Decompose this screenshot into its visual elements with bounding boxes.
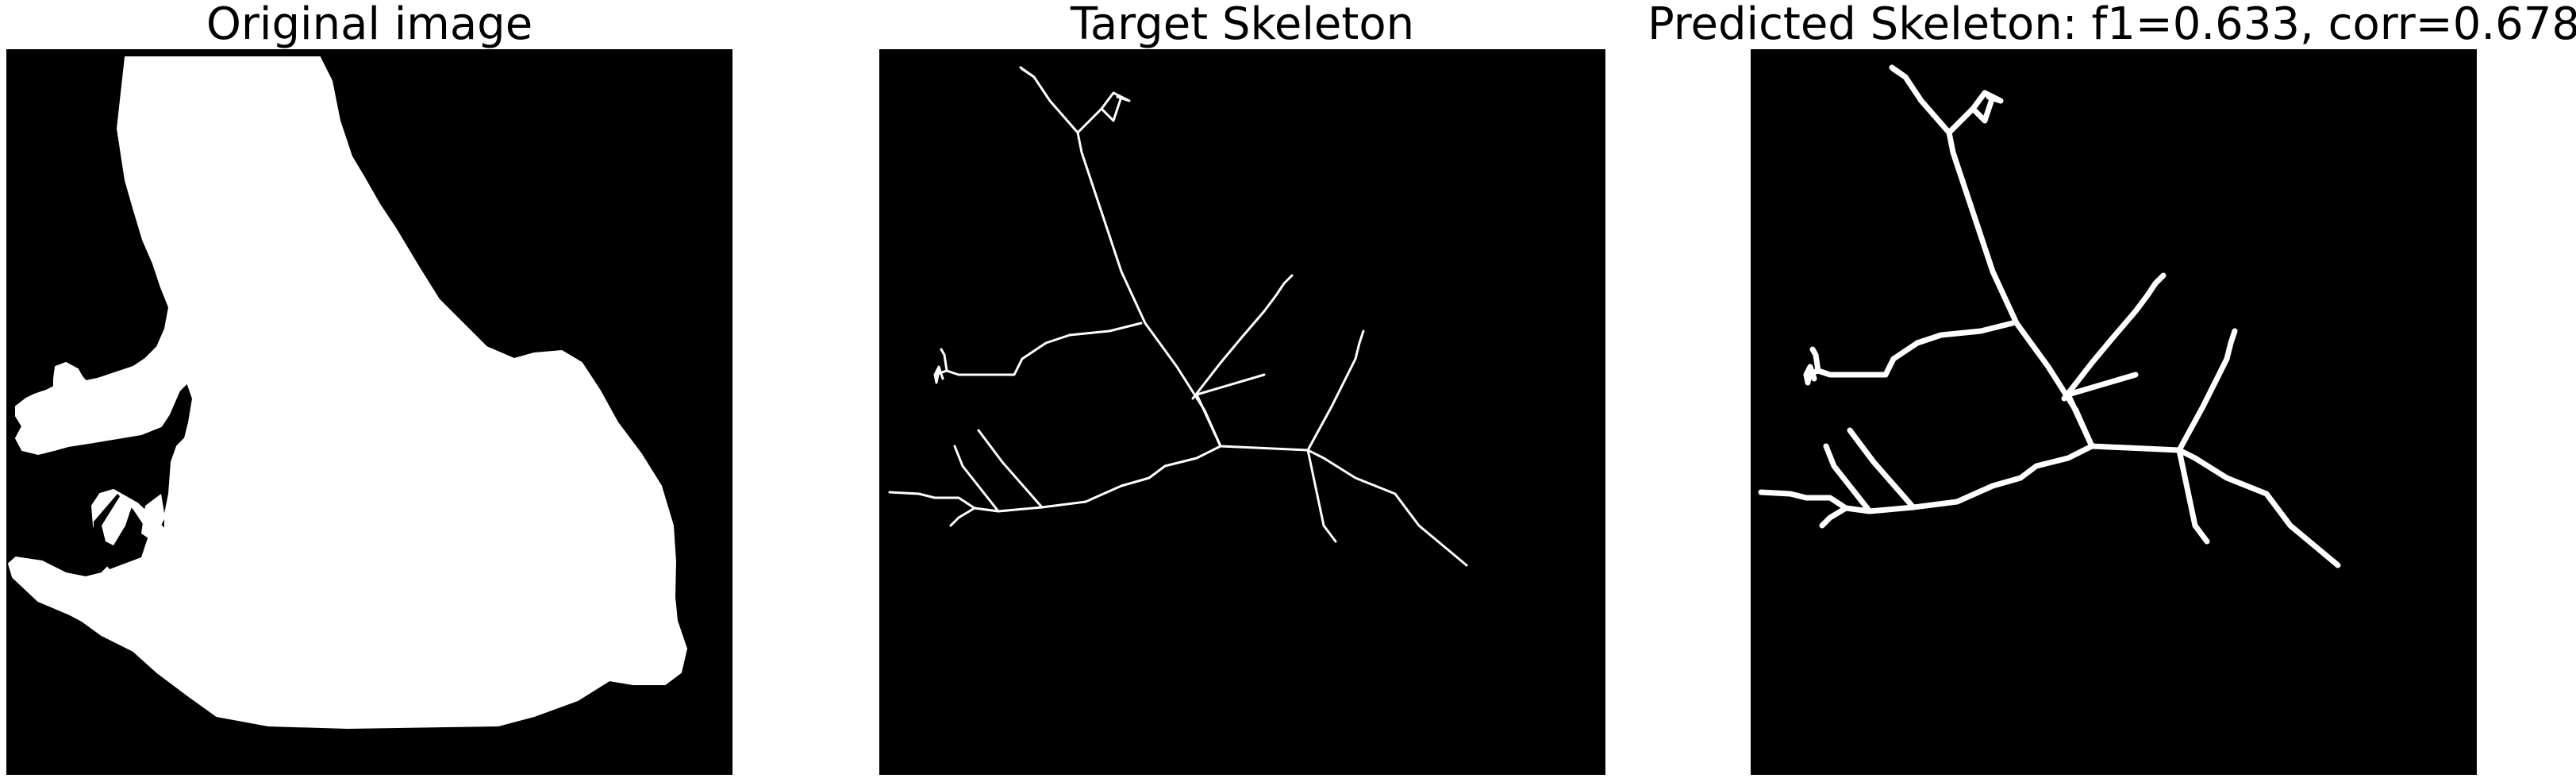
panel-title-original: Original image [206, 0, 533, 50]
panel-title-predicted: Predicted Skeleton: f1=0.633, corr=0.678 [1647, 0, 2576, 50]
panel-title-target: Target Skeleton [1070, 0, 1415, 50]
predicted-skeleton-image [1751, 49, 2477, 775]
target-skeleton-panel: Target Skeleton [879, 0, 1605, 782]
original-image-panel: Original image [6, 0, 732, 782]
original-image [6, 49, 732, 775]
predicted-skeleton-panel: Predicted Skeleton: f1=0.633, corr=0.678 [1647, 0, 2576, 782]
target-skeleton-image [879, 49, 1605, 775]
